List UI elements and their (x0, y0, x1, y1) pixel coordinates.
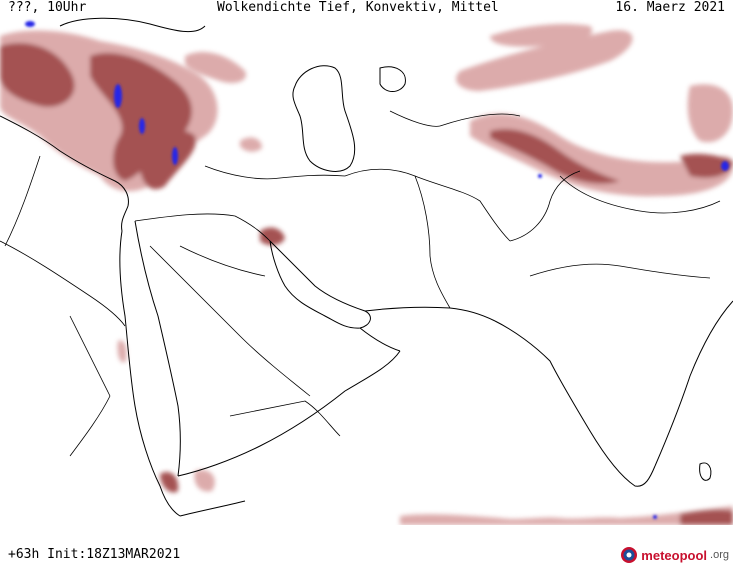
logo-tld-text: .org (710, 549, 729, 561)
map-title: Wolkendichte Tief, Konvektiv, Mittel (217, 0, 499, 15)
meteopool-logo[interactable]: meteopool .org (620, 544, 729, 566)
run-info-label: +63h Init:18Z13MAR2021 (8, 547, 181, 562)
coastline-border-layer (0, 17, 733, 517)
valid-date-label: 16. Maerz 2021 (615, 0, 725, 15)
meteopool-logo-icon (621, 547, 638, 563)
valid-time-label: ???, 10Uhr (8, 0, 87, 15)
cloud-density-map (0, 17, 733, 525)
cloud-field-layer (0, 24, 733, 525)
logo-brand-text: meteopool (641, 547, 708, 563)
convective-cells-layer (25, 21, 729, 519)
